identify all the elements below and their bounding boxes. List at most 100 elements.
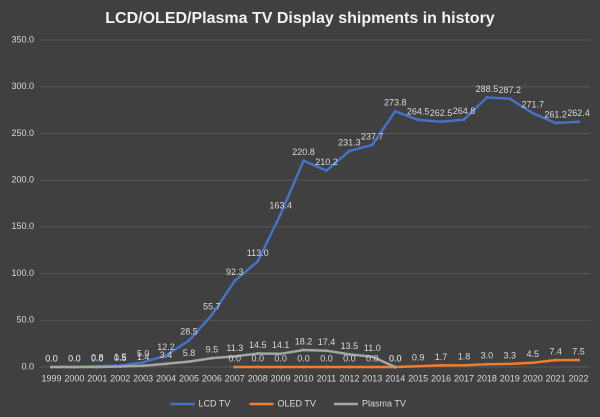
- data-label: 5.0: [137, 349, 150, 359]
- data-label: 220.8: [292, 147, 315, 157]
- point: [416, 118, 420, 122]
- data-label: 0.0: [320, 353, 333, 363]
- data-label: 5.8: [183, 348, 196, 358]
- data-label: 261.2: [544, 109, 567, 119]
- x-tick-label: 2005: [179, 373, 199, 383]
- series-line: [51, 348, 396, 369]
- data-label: 210.2: [315, 157, 338, 167]
- x-tick-label: 2003: [133, 373, 153, 383]
- point: [393, 365, 397, 369]
- data-label: 264.5: [407, 106, 430, 116]
- legend-label: LCD TV: [199, 398, 231, 408]
- y-tick-label: 100.0: [11, 268, 34, 278]
- data-label: 0.9: [412, 353, 425, 363]
- data-label: 4.5: [526, 349, 539, 359]
- data-label: 262.5: [430, 108, 453, 118]
- point: [439, 120, 443, 124]
- point: [554, 358, 558, 362]
- data-label: 9.5: [206, 344, 219, 354]
- x-tick-label: 1999: [41, 373, 61, 383]
- x-tick-label: 2013: [362, 373, 382, 383]
- data-label: 0.0: [366, 353, 379, 363]
- data-label: 0.5: [114, 353, 127, 363]
- point: [393, 109, 397, 113]
- data-label: 0.0: [45, 353, 58, 363]
- data-label: 237.7: [361, 131, 384, 141]
- point: [256, 351, 260, 355]
- point: [347, 149, 351, 153]
- data-label: 3.4: [160, 350, 173, 360]
- point: [531, 361, 535, 365]
- x-tick-label: 2004: [156, 373, 176, 383]
- data-label: 262.4: [567, 108, 590, 118]
- data-label: 55.7: [203, 301, 221, 311]
- point: [233, 354, 237, 358]
- x-tick-label: 2009: [271, 373, 291, 383]
- data-label: 1.5: [114, 352, 127, 362]
- data-label: 0.0: [68, 353, 81, 363]
- x-tick-label: 2007: [225, 373, 245, 383]
- data-label: 0.0: [297, 353, 310, 363]
- data-label: 271.7: [521, 100, 544, 110]
- x-tick-label: 2010: [294, 373, 314, 383]
- point: [95, 365, 99, 369]
- y-tick-label: 350.0: [11, 34, 34, 44]
- series-line: [51, 96, 579, 369]
- point: [279, 365, 283, 369]
- point: [324, 365, 328, 369]
- x-tick-label: 2016: [431, 373, 451, 383]
- point: [233, 365, 237, 369]
- data-label: 14.1: [272, 340, 290, 350]
- data-label: 288.5: [476, 84, 499, 94]
- point: [302, 159, 306, 163]
- data-label: 0.0: [389, 353, 402, 363]
- data-label: 0.0: [45, 353, 58, 363]
- point: [256, 259, 260, 263]
- point: [508, 362, 512, 366]
- point: [324, 169, 328, 173]
- point: [347, 365, 351, 369]
- data-label: 0.0: [274, 353, 287, 363]
- data-label: 7.5: [572, 346, 585, 356]
- point: [370, 355, 374, 359]
- data-label: 7.4: [549, 346, 562, 356]
- series-line: [234, 358, 579, 369]
- point: [210, 356, 214, 360]
- data-label: 14.5: [249, 340, 267, 350]
- point: [302, 365, 306, 369]
- x-tick-label: 2022: [569, 373, 589, 383]
- y-tick-label: 200.0: [11, 175, 34, 185]
- point: [141, 364, 145, 368]
- data-label: 1.7: [435, 352, 448, 362]
- point: [118, 365, 122, 369]
- y-tick-label: 250.0: [11, 128, 34, 138]
- point: [485, 95, 489, 99]
- x-tick-label: 2015: [408, 373, 428, 383]
- point: [141, 360, 145, 364]
- data-label: 0.0: [343, 353, 356, 363]
- data-label: 28.5: [180, 327, 198, 337]
- point: [302, 348, 306, 352]
- point: [210, 313, 214, 317]
- point: [577, 358, 581, 362]
- data-label: 3.0: [481, 351, 494, 361]
- data-label: 0.0: [91, 353, 104, 363]
- point: [279, 212, 283, 216]
- y-tick-label: 50.0: [16, 315, 34, 325]
- legend-label: OLED TV: [278, 398, 316, 408]
- point: [577, 120, 581, 124]
- data-label: 1.8: [458, 352, 471, 362]
- data-label: 113.0: [247, 248, 269, 258]
- data-label: 11.3: [226, 343, 243, 353]
- data-label: 0.0: [68, 353, 81, 363]
- x-tick-label: 2001: [87, 373, 107, 383]
- data-label: 11.0: [364, 343, 381, 353]
- point: [164, 354, 168, 358]
- legend-label: Plasma TV: [362, 398, 406, 408]
- data-label: 17.4: [318, 337, 336, 347]
- point: [256, 365, 260, 369]
- x-tick-label: 2008: [248, 373, 268, 383]
- y-tick-label: 150.0: [11, 221, 34, 231]
